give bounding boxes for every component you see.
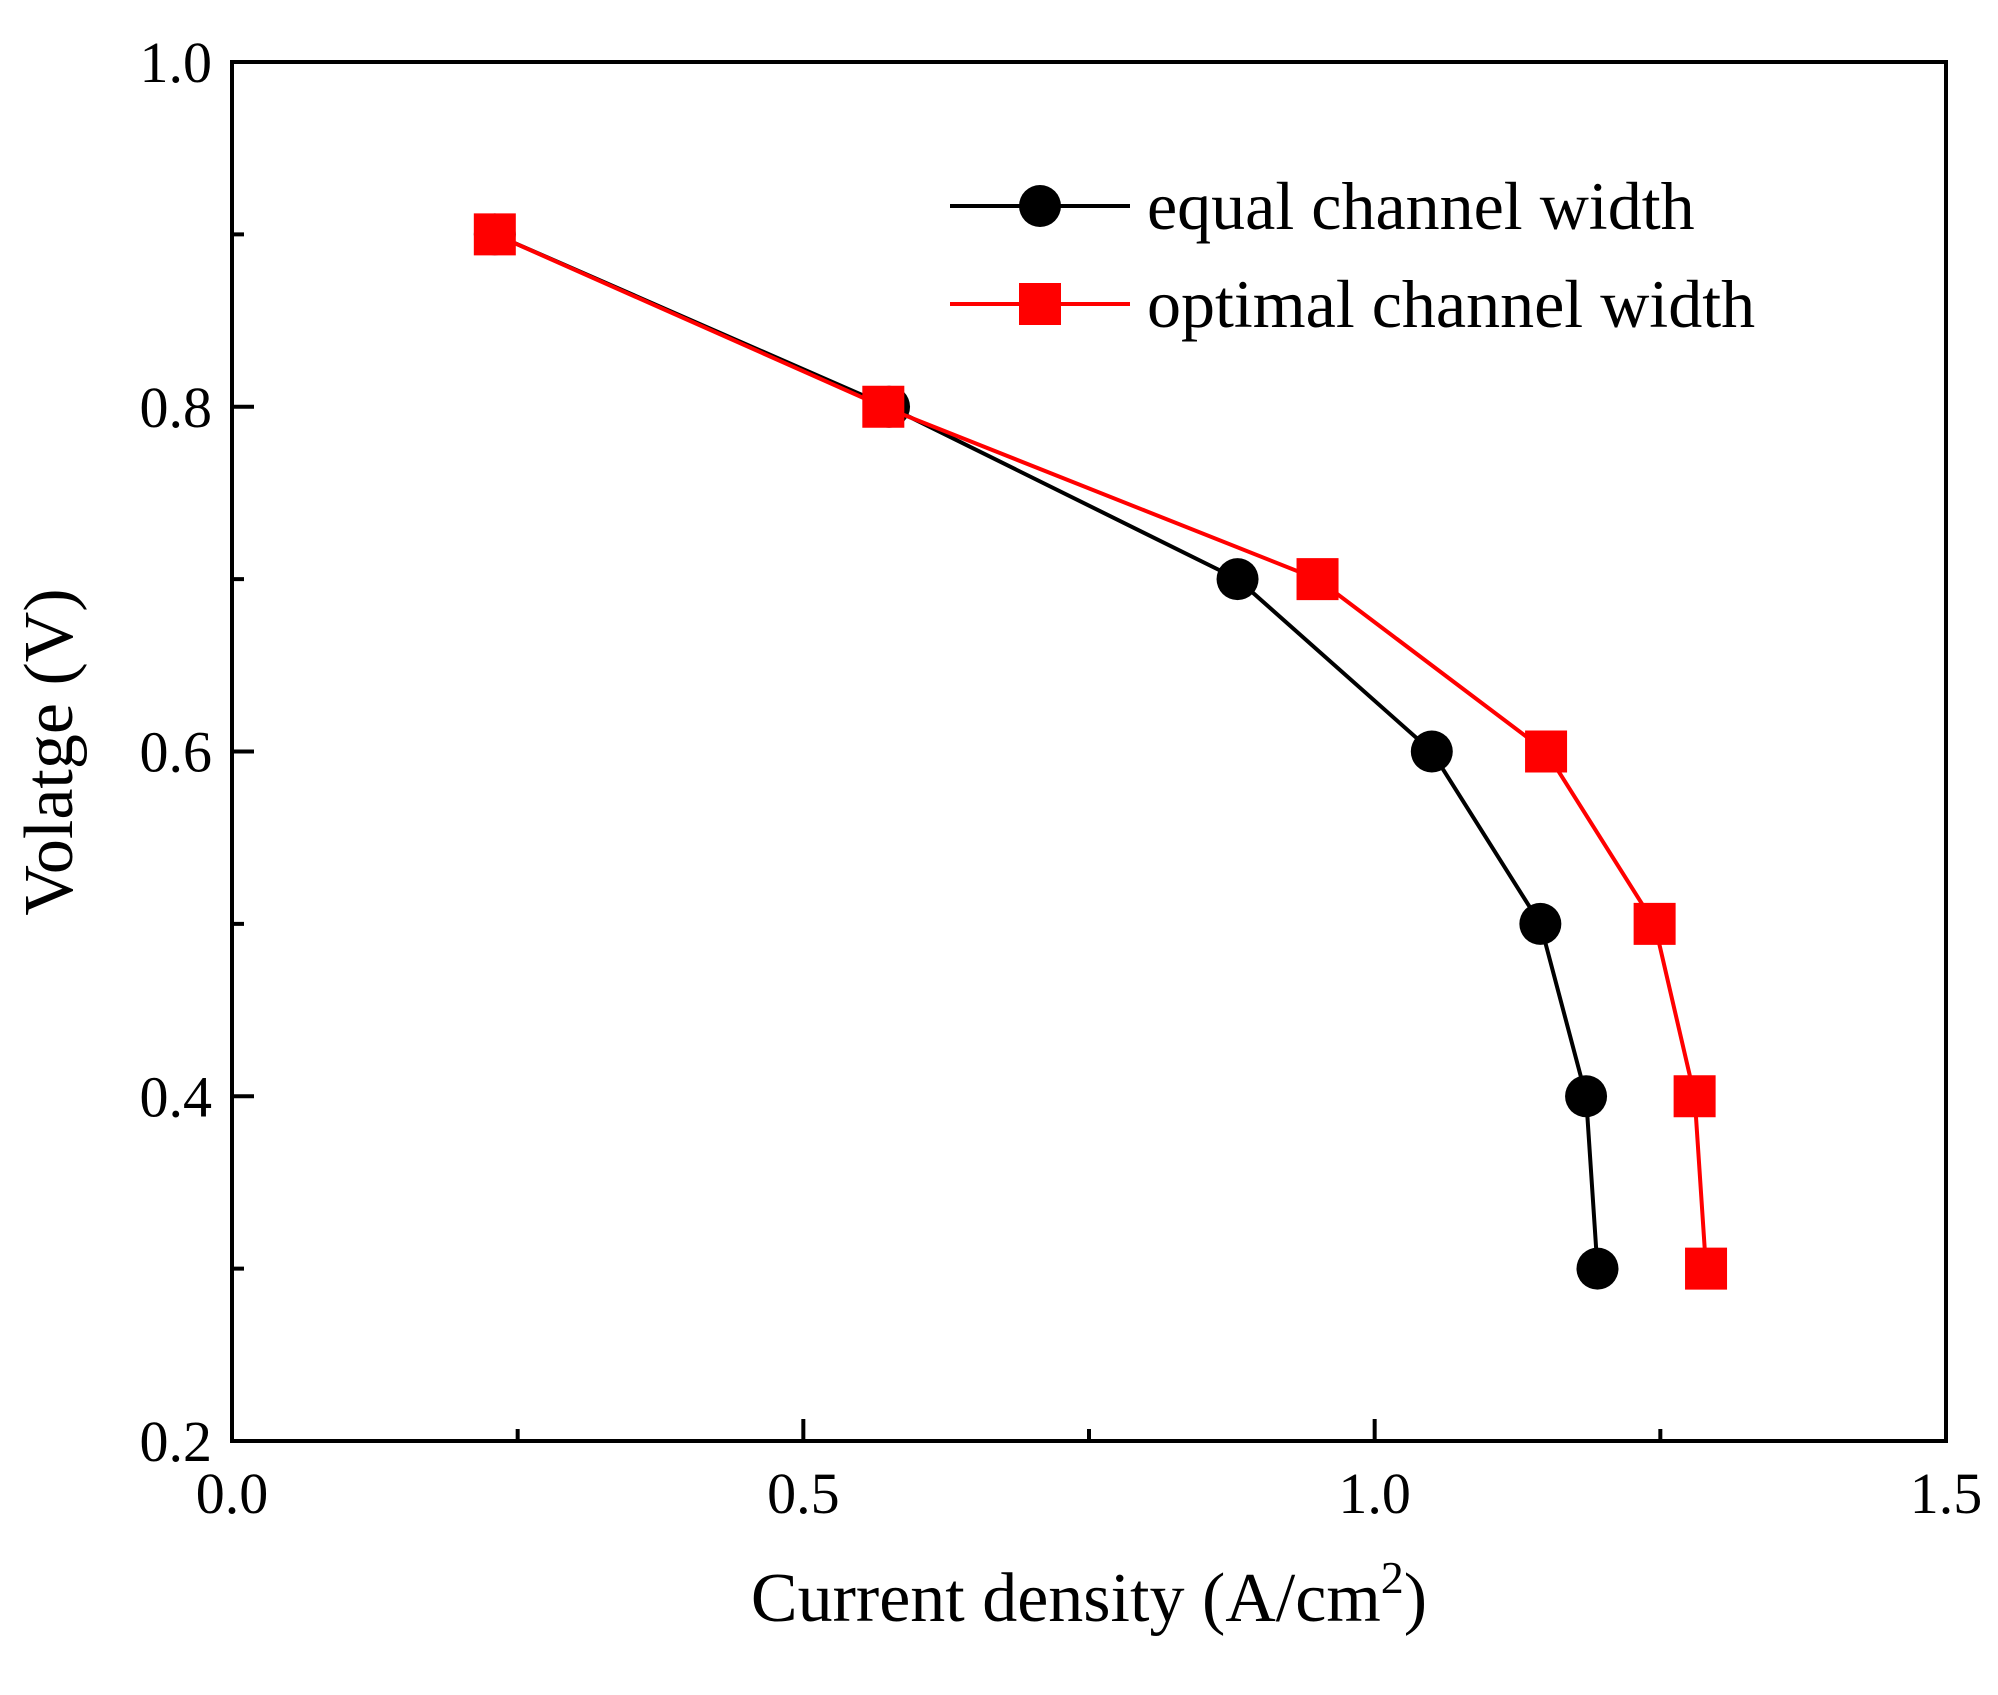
y-tick-label: 0.2 xyxy=(140,1409,213,1474)
data-point-equal-channel-width xyxy=(1216,558,1259,601)
data-point-equal-channel-width xyxy=(1519,902,1562,945)
y-tick-label: 0.8 xyxy=(140,375,213,440)
data-point-optimal-channel-width xyxy=(862,385,905,428)
x-axis-label: Current density (A/cm2) xyxy=(751,1552,1427,1637)
data-point-optimal-channel-width xyxy=(1296,558,1339,601)
x-tick-label: 0.5 xyxy=(767,1461,840,1526)
data-point-optimal-channel-width xyxy=(1633,902,1676,945)
x-tick-label: 1.0 xyxy=(1338,1461,1411,1526)
axes-layer: 0.0 0.5 1.0 1.5 0.2 0.4 0.6 0.8 1.0 xyxy=(140,30,1983,1526)
data-point-optimal-channel-width xyxy=(1673,1075,1716,1118)
data-point-optimal-channel-width xyxy=(473,213,516,256)
legend: equal channel width optimal channel widt… xyxy=(950,168,1755,342)
legend-marker-optimal xyxy=(1019,283,1061,325)
legend-marker-equal xyxy=(1019,185,1061,227)
data-point-equal-channel-width xyxy=(1410,730,1453,773)
y-axis-label: Volatge (V) xyxy=(11,588,88,915)
x-tick-label: 0.0 xyxy=(196,1461,269,1526)
data-point-optimal-channel-width xyxy=(1685,1247,1728,1290)
data-point-equal-channel-width xyxy=(1576,1247,1619,1290)
y-tick-label: 0.4 xyxy=(140,1064,213,1129)
legend-label-equal: equal channel width xyxy=(1147,168,1695,244)
y-tick-label: 0.6 xyxy=(140,720,213,785)
x-tick-label: 1.5 xyxy=(1910,1461,1983,1526)
series-layer xyxy=(473,213,1728,1290)
data-point-equal-channel-width xyxy=(1565,1075,1608,1118)
legend-label-optimal: optimal channel width xyxy=(1147,266,1755,342)
y-tick-label: 1.0 xyxy=(140,30,213,95)
series-line-optimal-channel-width xyxy=(494,232,1709,1269)
data-point-optimal-channel-width xyxy=(1525,730,1568,773)
